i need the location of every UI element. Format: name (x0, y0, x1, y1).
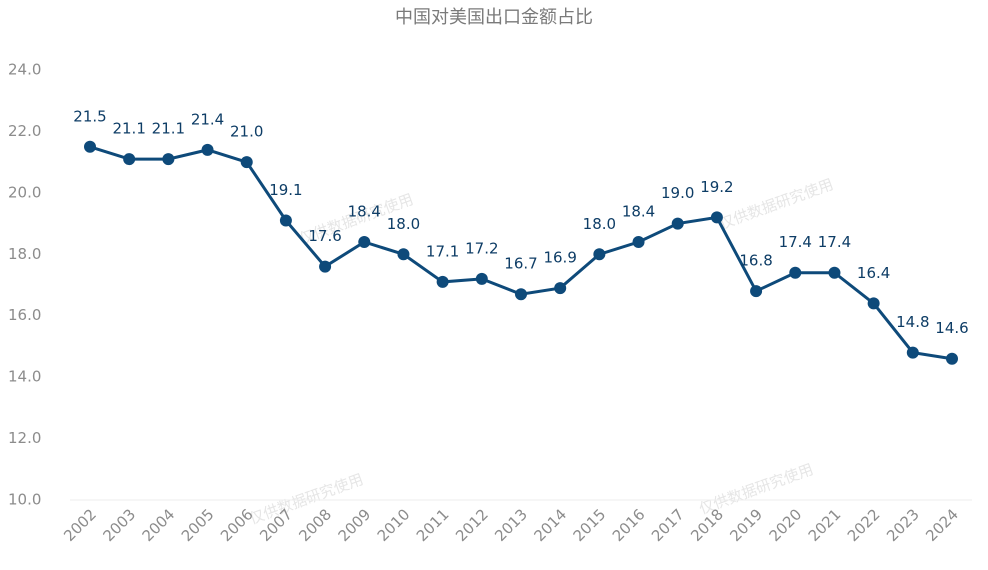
point (789, 266, 802, 279)
point (750, 285, 763, 298)
data-label: 21.5 (73, 107, 106, 125)
y-tick-label: 24.0 (8, 61, 41, 79)
data-label: 17.4 (818, 233, 851, 251)
x-tick-label: 2012 (452, 505, 492, 545)
x-tick-label: 2022 (844, 505, 884, 545)
x-tick-label: 2017 (648, 505, 688, 545)
data-label: 19.1 (269, 181, 302, 199)
data-label: 17.1 (426, 242, 459, 260)
data-label: 16.7 (504, 255, 537, 273)
x-tick-label: 2009 (335, 505, 375, 545)
point (710, 211, 723, 224)
data-label: 17.2 (465, 239, 498, 257)
point (84, 140, 96, 153)
x-tick-label: 2003 (99, 505, 139, 545)
data-label: 14.8 (896, 313, 929, 331)
point (906, 346, 919, 359)
x-tick-label: 2005 (178, 505, 218, 545)
point (593, 248, 606, 261)
data-label: 21.0 (230, 123, 263, 141)
point (162, 153, 175, 166)
x-tick-label: 2021 (805, 505, 845, 545)
x-tick-label: 2013 (491, 505, 531, 545)
x-tick-label: 2016 (609, 505, 649, 545)
data-label: 21.4 (191, 110, 224, 128)
data-label: 18.0 (583, 215, 616, 233)
point (867, 297, 880, 310)
x-tick-label: 2014 (530, 505, 570, 545)
data-label: 18.4 (622, 203, 655, 221)
y-tick-label: 12.0 (8, 429, 41, 447)
point (671, 217, 684, 230)
data-label: 17.4 (779, 233, 812, 251)
y-tick-label: 22.0 (8, 122, 41, 140)
x-tick-label: 2015 (570, 505, 610, 545)
point (632, 236, 645, 248)
data-label: 16.4 (857, 264, 890, 282)
chart-title: 中国对美国出口金额占比 (395, 7, 593, 28)
point (279, 214, 292, 227)
y-tick-label: 16.0 (8, 306, 41, 324)
x-tick-label: 2002 (60, 505, 100, 545)
data-label: 21.1 (152, 120, 185, 138)
point (240, 156, 253, 169)
data-label: 17.6 (308, 227, 341, 245)
x-tick-label: 2019 (726, 505, 766, 545)
y-tick-label: 10.0 (8, 491, 41, 509)
x-tick-label: 2020 (766, 505, 806, 545)
point (515, 288, 527, 301)
y-tick-label: 14.0 (8, 368, 41, 386)
x-tick-label: 2008 (295, 505, 335, 545)
x-tick-label: 2004 (139, 505, 179, 545)
watermark: 仅供数据研究使用 (717, 175, 836, 233)
x-tick-label: 2010 (374, 505, 414, 545)
x-tick-label: 2024 (922, 505, 962, 545)
point (436, 275, 449, 288)
x-tick-label: 2011 (413, 505, 453, 545)
data-label: 14.6 (935, 319, 968, 337)
point (828, 266, 841, 279)
point (397, 248, 410, 261)
data-label: 19.0 (661, 184, 694, 202)
point (123, 153, 136, 166)
y-tick-label: 18.0 (8, 245, 41, 263)
point (358, 236, 371, 248)
data-label: 18.4 (348, 203, 381, 221)
point (319, 260, 332, 273)
point (554, 282, 567, 295)
x-tick-label: 2023 (883, 505, 923, 545)
point (201, 143, 214, 156)
point (475, 272, 488, 285)
data-label: 16.9 (543, 249, 576, 267)
point (946, 352, 958, 365)
data-label: 16.8 (739, 252, 772, 270)
data-label: 18.0 (387, 215, 420, 233)
data-label: 19.2 (700, 178, 733, 196)
y-tick-label: 20.0 (8, 183, 41, 201)
data-label: 21.1 (112, 120, 145, 138)
